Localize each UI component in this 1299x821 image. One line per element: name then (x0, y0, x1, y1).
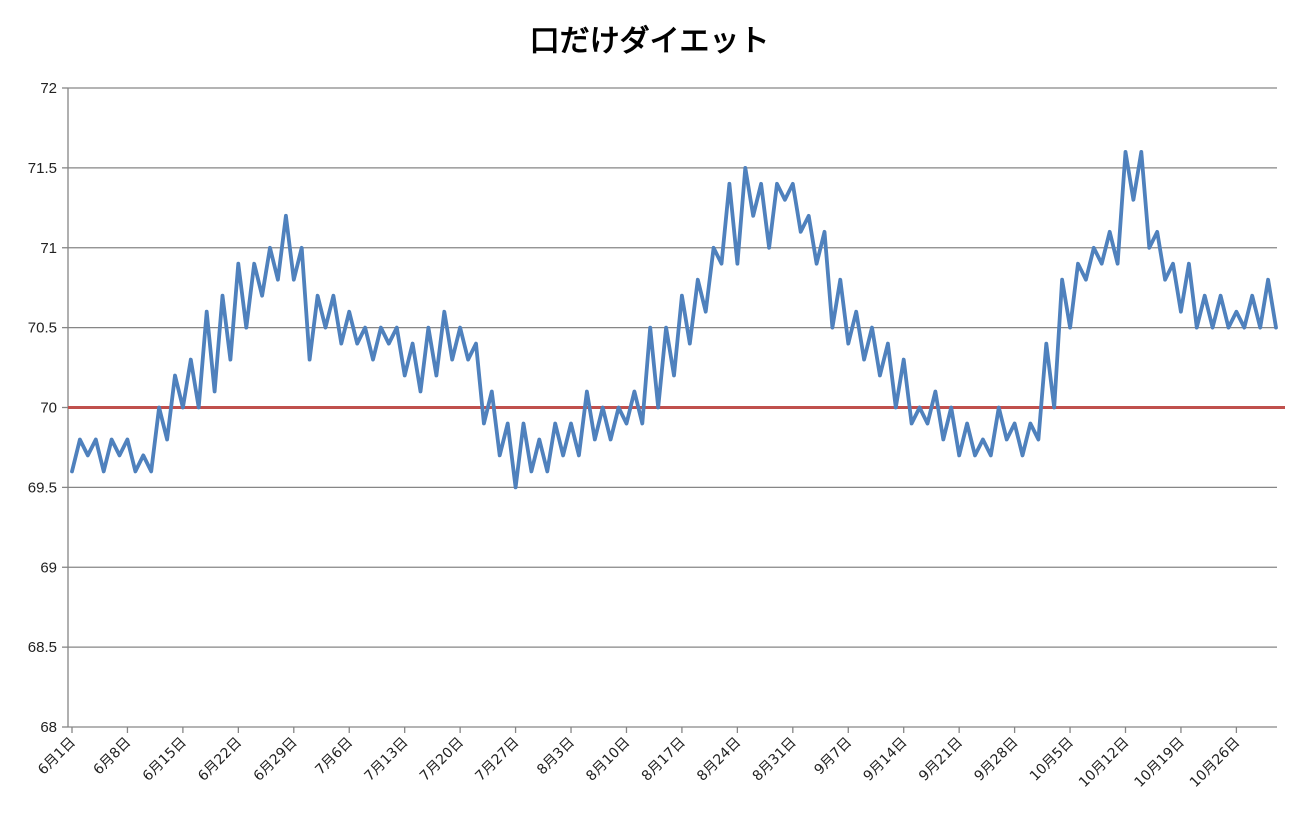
y-tick-label-72: 72 (40, 80, 57, 97)
x-tick-label: 10月26日 (1187, 735, 1243, 791)
x-tick-label: 8月3日 (534, 735, 578, 779)
x-tick-label: 6月8日 (91, 735, 135, 779)
x-tick-label: 6月22日 (195, 735, 245, 785)
y-tick-label-70: 70 (40, 400, 57, 417)
x-tick-label: 7月6日 (312, 735, 356, 779)
chart-title: 口だけダイエット (529, 24, 770, 59)
x-tick-label: 10月12日 (1076, 735, 1132, 791)
x-tick-label: 9月28日 (971, 735, 1021, 785)
x-tick-label: 10月5日 (1027, 735, 1077, 785)
y-tick-label-71: 71 (40, 240, 57, 257)
x-tick-label: 8月17日 (639, 735, 689, 785)
x-tick-label: 10月19日 (1131, 735, 1187, 791)
y-tick-label-70.5: 70.5 (28, 320, 57, 337)
x-tick-label: 7月27日 (472, 735, 522, 785)
x-tick-label: 7月20日 (417, 735, 467, 785)
x-tick-label: 8月31日 (750, 735, 800, 785)
x-tick-label: 7月13日 (361, 735, 411, 785)
y-tick-label-69.5: 69.5 (28, 479, 57, 496)
y-tick-label-68: 68 (40, 719, 57, 736)
x-tick-label: 9月14日 (861, 735, 911, 785)
x-tick-label: 6月1日 (35, 735, 79, 779)
y-tick-label-69: 69 (40, 559, 57, 576)
x-tick-label: 6月29日 (251, 735, 301, 785)
x-tick-label: 8月10日 (583, 735, 633, 785)
y-tick-label-68.5: 68.5 (28, 639, 57, 656)
x-tick-label: 9月21日 (916, 735, 966, 785)
y-tick-label-71.5: 71.5 (28, 160, 57, 177)
x-tick-label: 6月15日 (140, 735, 190, 785)
x-tick-label: 8月24日 (694, 735, 744, 785)
x-tick-label: 9月7日 (811, 735, 855, 779)
weight-series-line (70, 149, 1278, 490)
